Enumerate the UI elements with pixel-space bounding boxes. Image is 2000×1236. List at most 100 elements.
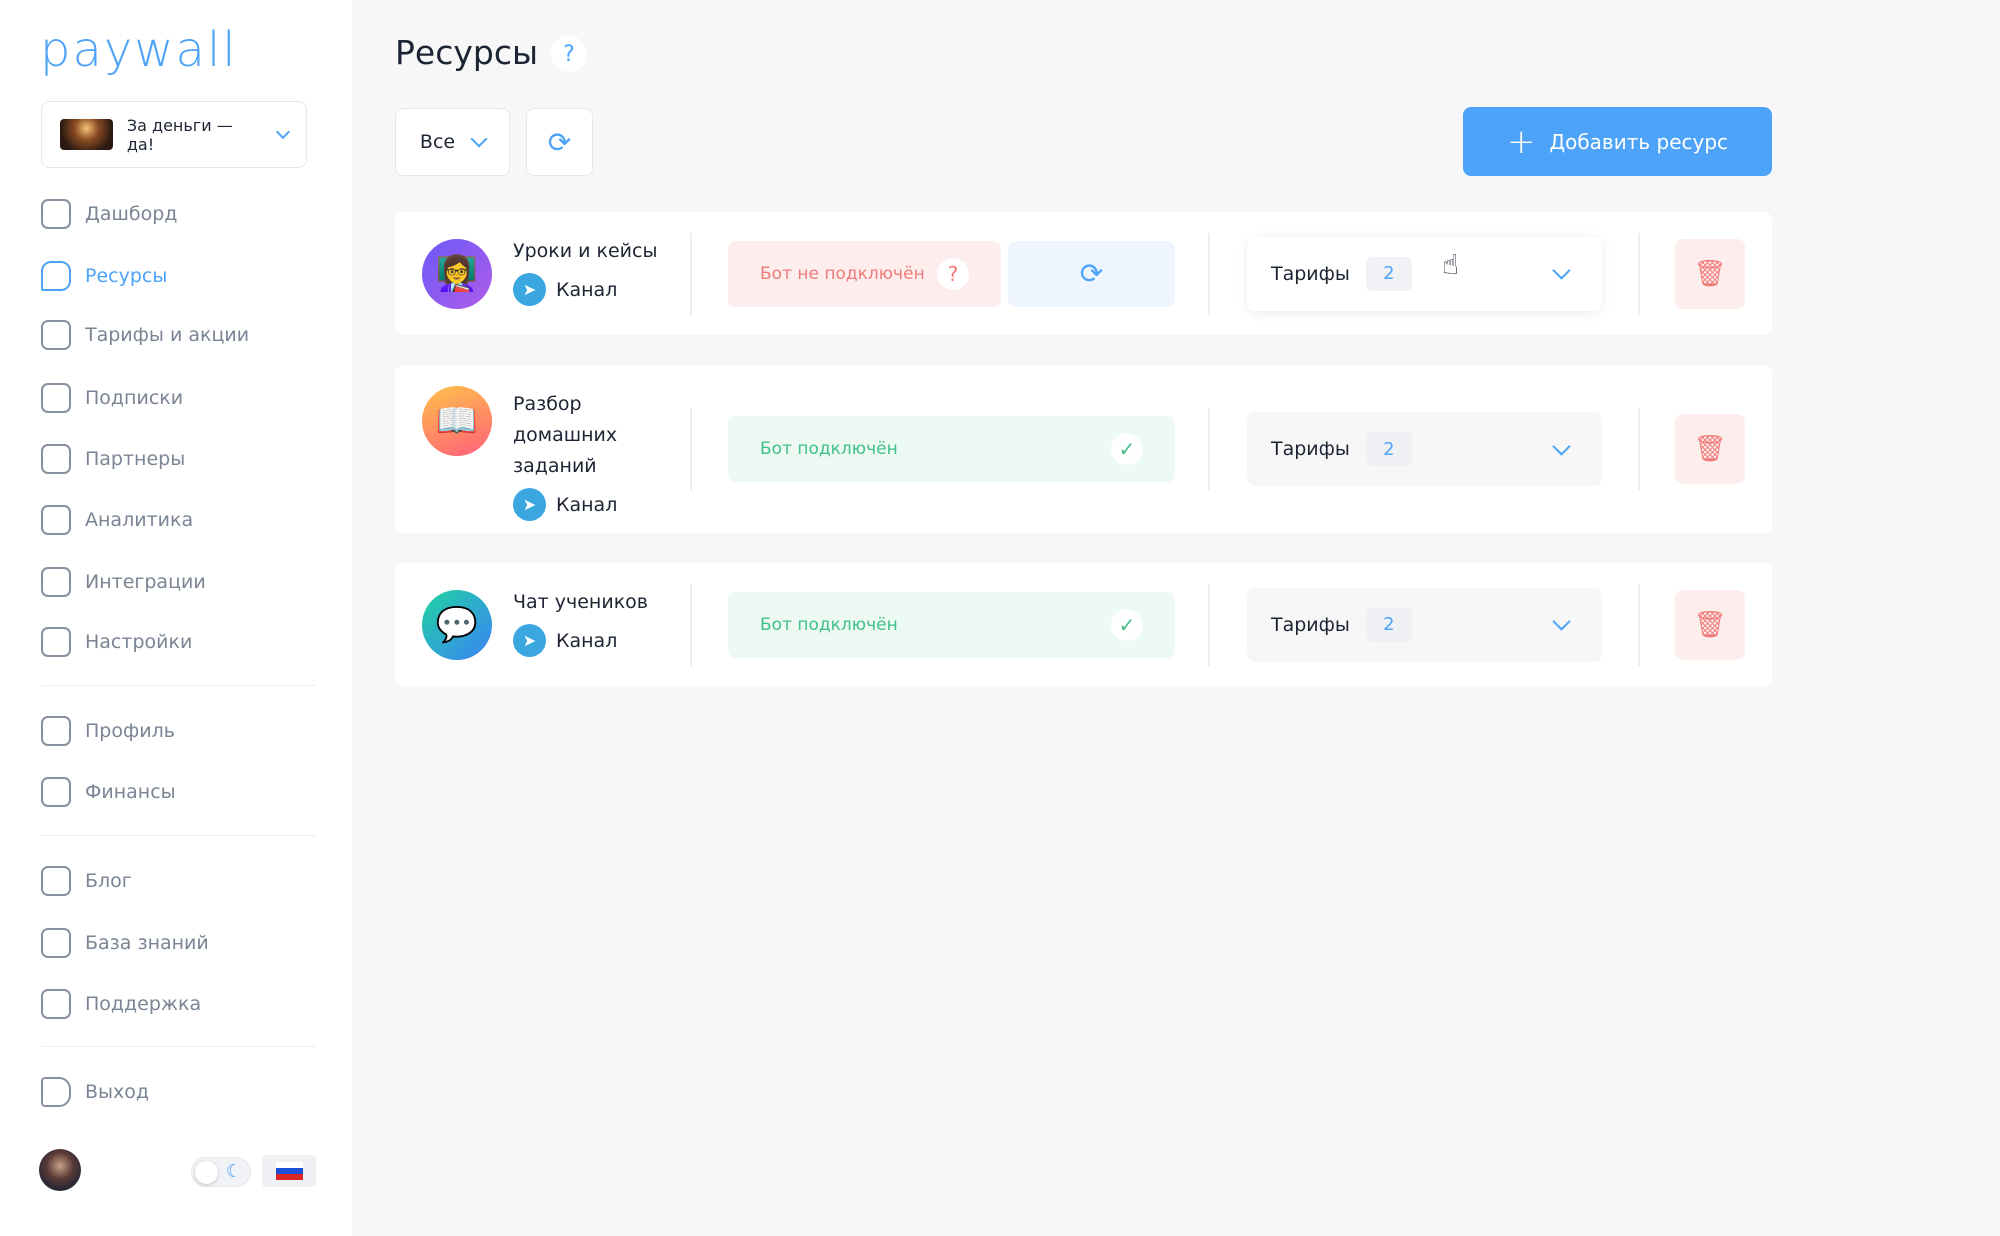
help-button[interactable]: ? <box>551 36 587 72</box>
resource-avatar: 📖 <box>422 386 492 456</box>
check-icon: ✓ <box>1111 608 1143 641</box>
tariffs-count: 2 <box>1365 432 1412 466</box>
refresh-button[interactable]: ⟳ <box>526 108 593 176</box>
divider <box>1208 408 1210 490</box>
plus-icon: + <box>1506 121 1536 162</box>
theme-toggle[interactable]: ☾ <box>191 1157 251 1187</box>
bot-status: Бот подключён ✓ <box>728 591 1175 658</box>
delete-button[interactable]: 🗑 <box>1675 238 1745 309</box>
divider <box>1208 583 1210 666</box>
blog-icon <box>41 866 71 896</box>
sidebar-item-label: Поддержка <box>85 993 202 1015</box>
sidebar-item-label: Финансы <box>85 781 176 803</box>
sidebar-item-label: Партнеры <box>85 448 186 470</box>
sidebar-item-label: Подписки <box>85 387 184 409</box>
sidebar-item-label: Ресурсы <box>85 265 168 287</box>
sidebar-item[interactable]: Финансы <box>41 775 176 809</box>
wallet-icon <box>41 777 71 807</box>
delete-button[interactable]: 🗑 <box>1675 589 1745 660</box>
sidebar-item[interactable]: Дашборд <box>41 197 177 231</box>
bot-status[interactable]: Бот не подключён? <box>728 240 1001 307</box>
logout-label: Выход <box>85 1081 150 1103</box>
sidebar-item[interactable]: Профиль <box>41 714 175 748</box>
resource-name[interactable]: Уроки и кейсы <box>513 240 658 262</box>
sidebar-item-label: Настройки <box>85 631 193 653</box>
sidebar-item-label: Тарифы и акции <box>85 324 250 346</box>
add-resource-label: Добавить ресурс <box>1549 129 1729 154</box>
tariffs-label: Тарифы <box>1271 262 1350 285</box>
resource-card: 💬 Чат учеников ➤ Канал Бот подключён ✓ Тар… <box>395 563 1772 686</box>
sidebar-item[interactable]: Поддержка <box>41 987 201 1021</box>
sidebar-item-label: Профиль <box>85 720 175 742</box>
refresh-icon: ⟳ <box>1079 257 1104 290</box>
sidebar-item[interactable]: База знаний <box>41 926 209 960</box>
resource-card: 📖 Разбор домашних заданий ➤ Канал Бот под… <box>395 365 1772 533</box>
divider <box>41 1046 316 1047</box>
tariffs-dropdown[interactable]: Тарифы 2 <box>1247 412 1602 486</box>
trash-icon: 🗑 <box>1693 258 1727 289</box>
filter-select[interactable]: Все <box>395 108 510 176</box>
tariffs-dropdown[interactable]: Тарифы 2 <box>1247 587 1602 662</box>
project-selector[interactable]: За деньги — да! <box>41 101 307 168</box>
avatar[interactable] <box>39 1149 81 1191</box>
sidebar-item[interactable]: Тарифы и акции <box>41 318 249 352</box>
sidebar-item[interactable]: Интеграции <box>41 565 206 599</box>
delete-button[interactable]: 🗑 <box>1675 414 1745 484</box>
briefcase-icon <box>41 444 71 474</box>
sidebar-item[interactable]: Настройки <box>41 625 192 659</box>
chat-icon <box>41 261 71 291</box>
profile-icon <box>41 716 71 746</box>
language-flag-ru[interactable] <box>262 1155 316 1187</box>
puzzle-icon <box>41 567 71 597</box>
tariff-icon <box>41 320 71 350</box>
chevron-down-icon <box>1552 261 1571 280</box>
sidebar-item[interactable]: Блог <box>41 864 132 898</box>
question-icon[interactable]: ? <box>937 257 969 290</box>
sidebar-item-label: Блог <box>85 870 132 892</box>
check-icon: ✓ <box>1111 433 1143 465</box>
sidebar: paywall За деньги — да! Дашборд Ресурсы Та… <box>0 0 352 1236</box>
graduation-icon <box>41 928 71 958</box>
sidebar-item[interactable]: Аналитика <box>41 503 193 537</box>
telegram-icon: ➤ <box>513 624 546 657</box>
divider <box>1638 583 1640 666</box>
divider <box>690 583 692 666</box>
resource-type: Канал <box>556 493 618 516</box>
logout-icon <box>41 1077 71 1107</box>
logo[interactable]: paywall <box>40 22 238 78</box>
user-check-icon <box>41 383 71 413</box>
moon-icon: ☾ <box>225 1161 242 1182</box>
resource-name[interactable]: Чат учеников <box>513 591 649 613</box>
page-title: Ресурсы <box>395 33 539 72</box>
sidebar-item[interactable]: Ресурсы <box>41 259 167 293</box>
resource-type: Канал <box>556 629 618 652</box>
sidebar-item[interactable]: Партнеры <box>41 442 185 476</box>
logout-button[interactable]: Выход <box>41 1075 149 1109</box>
sidebar-item[interactable]: Подписки <box>41 381 183 415</box>
refresh-icon: ⟳ <box>547 125 572 159</box>
filter-value: Все <box>419 131 456 153</box>
divider <box>690 232 692 315</box>
telegram-icon: ➤ <box>513 488 546 521</box>
resource-avatar: 💬 <box>422 589 492 660</box>
divider <box>1638 232 1640 315</box>
bot-status-label: Бот подключён <box>760 439 898 459</box>
chevron-down-icon <box>1552 612 1571 631</box>
sidebar-item-label: Аналитика <box>85 509 194 531</box>
tariffs-dropdown[interactable]: Тарифы 2 <box>1247 236 1602 311</box>
bot-status: Бот подключён ✓ <box>728 416 1175 482</box>
recheck-bot-button[interactable]: ⟳ <box>1008 240 1175 307</box>
chevron-down-icon <box>1552 436 1571 456</box>
gear-icon <box>41 627 71 657</box>
telegram-icon: ➤ <box>513 273 546 306</box>
project-name: За деньги — да! <box>126 115 233 154</box>
bot-status-label: Бот подключён <box>760 614 898 635</box>
add-resource-button[interactable]: + Добавить ресурс <box>1463 107 1772 176</box>
sidebar-item-label: База знаний <box>85 932 209 954</box>
resource-name[interactable]: Разбор домашних заданий <box>513 393 618 477</box>
trash-icon: 🗑 <box>1693 609 1727 640</box>
chevron-down-icon <box>470 130 488 148</box>
tariffs-count: 2 <box>1365 607 1412 642</box>
bot-status-label: Бот не подключён <box>760 263 925 284</box>
tariffs-label: Тарифы <box>1271 613 1350 636</box>
